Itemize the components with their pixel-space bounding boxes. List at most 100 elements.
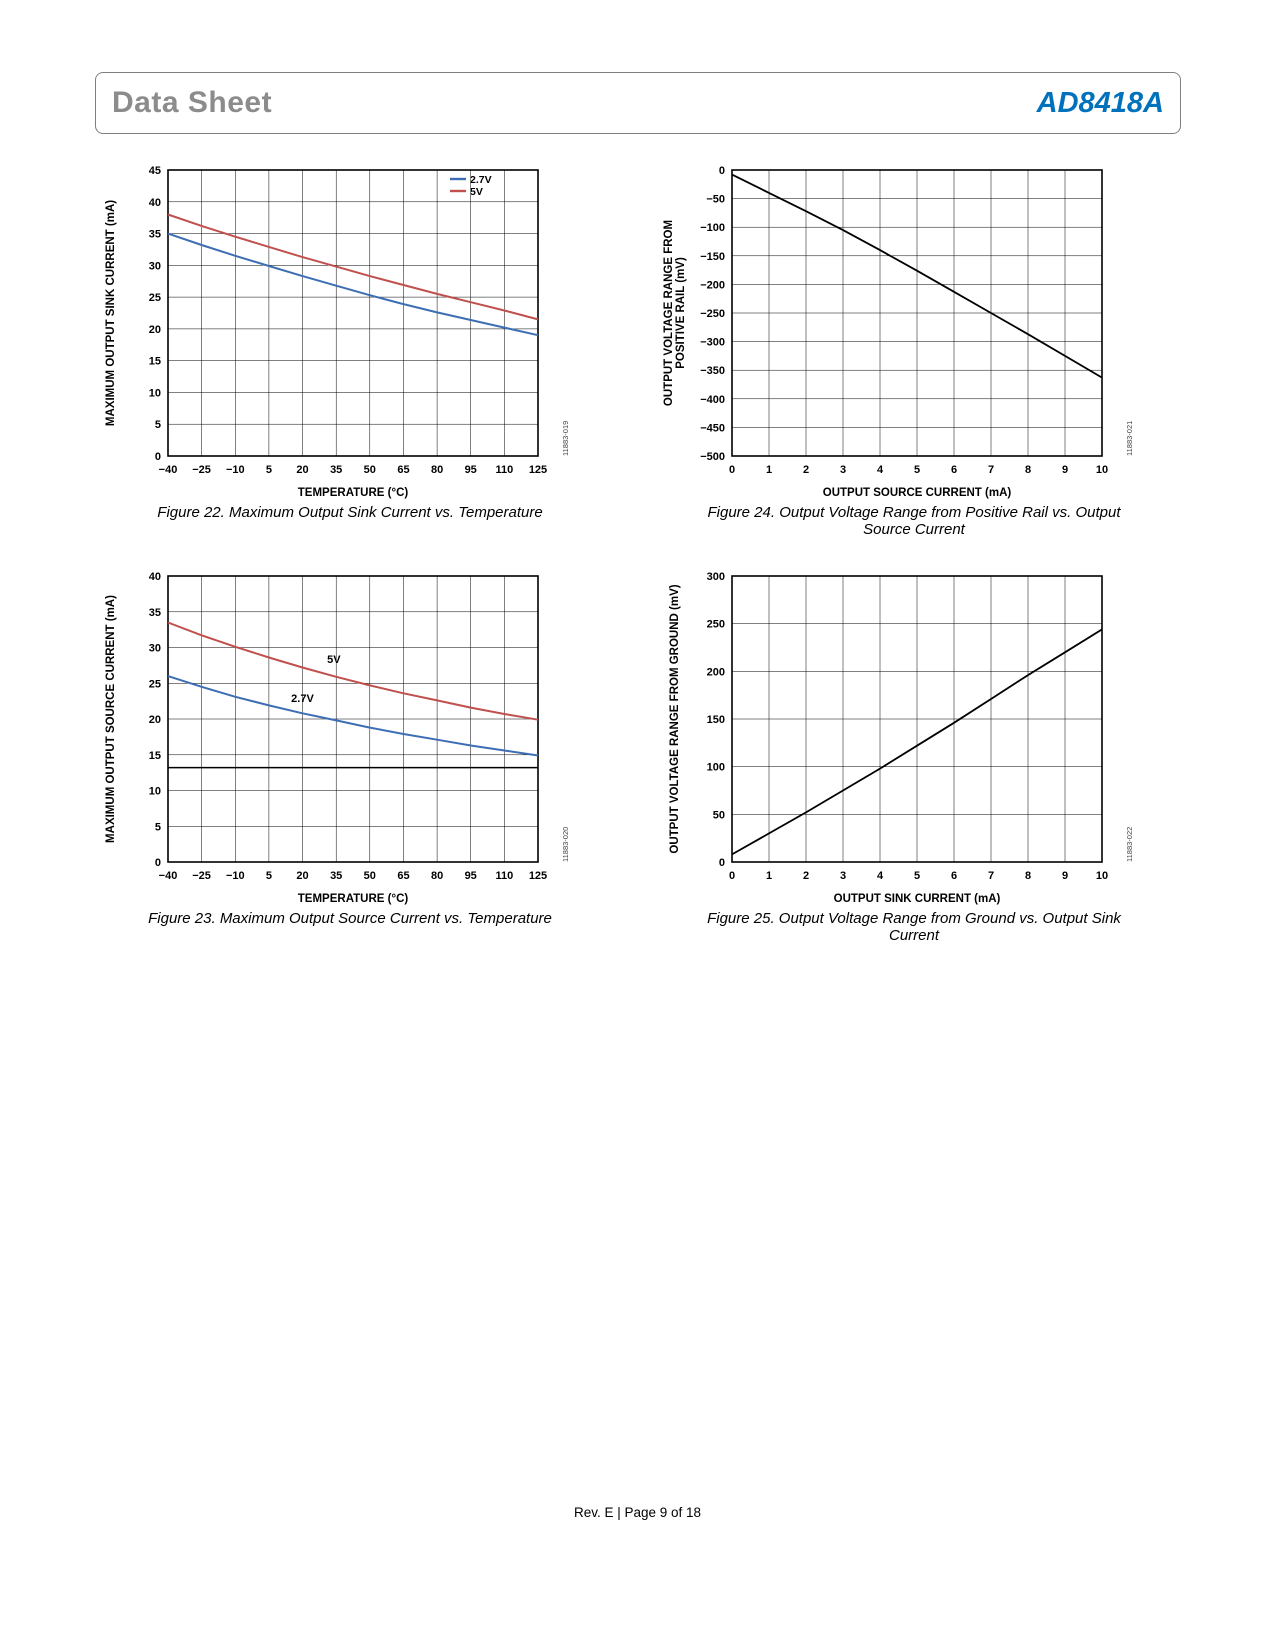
y-tick-label: −150 — [700, 251, 725, 263]
x-tick-label: 20 — [296, 870, 308, 882]
x-tick-label: −10 — [226, 464, 245, 476]
x-tick-label: 4 — [877, 464, 884, 476]
x-tick-label: 9 — [1062, 464, 1068, 476]
figure-25-block: 0 1 2 3 4 5 6 7 8 9 10 0 50 100 150 200 250 300 OUTPUT SIN… — [660, 564, 1140, 944]
x-tick-label: 8 — [1025, 464, 1031, 476]
y-tick-label: 0 — [719, 857, 725, 869]
y-tick-label: 15 — [149, 750, 161, 762]
series-line-5V — [167, 213, 539, 321]
x-tick-label: 35 — [330, 870, 342, 882]
x-tick-label: 80 — [431, 464, 443, 476]
y-tick-label: 20 — [149, 714, 161, 726]
x-tick-label: 0 — [729, 870, 735, 882]
y-tick-label: 150 — [707, 714, 725, 726]
series-label: 2.7V — [291, 693, 314, 705]
y-tick-label: 0 — [719, 165, 725, 177]
series-line-output-voltage-range — [731, 628, 1103, 856]
x-tick-label: 125 — [529, 870, 547, 882]
y-tick-label: 40 — [149, 571, 161, 583]
y-tick-label: −400 — [700, 394, 725, 406]
x-axis-title: OUTPUT SINK CURRENT (mA) — [834, 893, 1001, 905]
figure-22-chart: −40 −25 −10 5 20 35 50 65 80 95 110 125 0 5 10 15 20 25 30… — [105, 165, 570, 499]
x-tick-label: 35 — [330, 464, 342, 476]
x-tick-label: 95 — [465, 464, 477, 476]
x-tick-label: 8 — [1025, 870, 1031, 882]
y-tick-label: 0 — [155, 857, 161, 869]
y-tick-label: 250 — [707, 619, 725, 631]
y-axis-title: OUTPUT VOLTAGE RANGE FROM GROUND (mV) — [669, 584, 681, 853]
plot-frame — [731, 169, 1103, 457]
x-tick-label: 9 — [1062, 870, 1068, 882]
x-tick-label: 4 — [877, 870, 884, 882]
x-tick-label: 5 — [266, 870, 272, 882]
y-tick-label: 10 — [149, 786, 161, 798]
figure-24-caption: Figure 24. Output Voltage Range from Pos… — [707, 504, 1121, 538]
figure-24-chart: 0 1 2 3 4 5 6 7 8 9 10 0 −50 −100 −150 −200 −250 −300 −350… — [663, 165, 1134, 499]
y-tick-label: −50 — [706, 194, 725, 206]
legend-label: 5V — [470, 186, 483, 198]
series-label: 5V — [327, 654, 341, 666]
page-footer: Rev. E | Page 9 of 18 — [573, 1505, 702, 1520]
series-line-2.7V — [167, 232, 539, 337]
x-tick-label: 2 — [803, 464, 809, 476]
x-tick-label: 95 — [465, 870, 477, 882]
x-tick-label: 10 — [1096, 870, 1108, 882]
y-tick-label: 10 — [149, 387, 161, 399]
x-tick-label: 50 — [364, 464, 376, 476]
y-tick-label: 300 — [707, 571, 725, 583]
y-tick-label: −250 — [700, 308, 725, 320]
y-tick-label: 0 — [155, 451, 161, 463]
x-tick-label: 6 — [951, 464, 957, 476]
figure-code: 11883-020 — [561, 827, 570, 862]
y-axis-title: OUTPUT VOLTAGE RANGE FROMPOSITIVE RAIL (… — [663, 220, 687, 406]
x-tick-label: 7 — [988, 464, 994, 476]
y-tick-label: −450 — [700, 422, 725, 434]
y-tick-label: 5 — [155, 821, 161, 833]
figure-code: 11883-021 — [1125, 421, 1134, 456]
y-axis-title: MAXIMUM OUTPUT SINK CURRENT (mA) — [105, 200, 117, 426]
x-tick-label: −10 — [226, 870, 245, 882]
x-axis-title: OUTPUT SOURCE CURRENT (mA) — [823, 487, 1012, 499]
y-tick-label: 45 — [149, 165, 161, 177]
x-tick-label: 1 — [766, 464, 772, 476]
plot-frame — [731, 575, 1103, 863]
figure-24-block: 0 1 2 3 4 5 6 7 8 9 10 0 −50 −100 −150 −200 −250 −300 −350… — [660, 158, 1140, 538]
y-tick-label: 35 — [149, 607, 161, 619]
y-tick-label: 200 — [707, 666, 725, 678]
x-tick-label: 5 — [914, 464, 920, 476]
x-tick-label: 1 — [766, 870, 772, 882]
y-tick-label: −350 — [700, 365, 725, 377]
y-tick-label: 40 — [149, 197, 161, 209]
series-line-2.7V — [167, 675, 539, 757]
figure-23-block: −40 −25 −10 5 20 35 50 65 80 95 110 125 0 5 10 15 20 25 30… — [96, 564, 576, 927]
x-tick-label: 80 — [431, 870, 443, 882]
y-tick-label: −100 — [700, 222, 725, 234]
figure-code: 11883-022 — [1125, 827, 1134, 862]
y-tick-label: 25 — [149, 292, 161, 304]
x-tick-label: 110 — [496, 464, 514, 476]
figure-code: 11883-019 — [561, 421, 570, 456]
plot-frame — [167, 169, 539, 457]
series-line-output-voltage-range — [731, 173, 1103, 379]
x-tick-label: −40 — [159, 464, 178, 476]
x-axis-title: TEMPERATURE (°C) — [298, 893, 409, 905]
x-tick-label: −40 — [159, 870, 178, 882]
figure-22-caption: Figure 22. Maximum Output Sink Current v… — [157, 504, 543, 521]
y-tick-label: 30 — [149, 643, 161, 655]
y-tick-label: 15 — [149, 356, 161, 368]
legend-label: 2.7V — [470, 174, 492, 186]
x-tick-label: −25 — [192, 464, 211, 476]
x-tick-label: 2 — [803, 870, 809, 882]
y-tick-label: 25 — [149, 678, 161, 690]
y-tick-label: −500 — [700, 451, 725, 463]
x-tick-label: 50 — [364, 870, 376, 882]
x-tick-label: 110 — [496, 870, 514, 882]
y-tick-label: −200 — [700, 279, 725, 291]
x-tick-label: 20 — [296, 464, 308, 476]
x-tick-label: 7 — [988, 870, 994, 882]
figure-22-block: −40 −25 −10 5 20 35 50 65 80 95 110 125 0 5 10 15 20 25 30… — [96, 158, 576, 521]
y-tick-label: 20 — [149, 324, 161, 336]
doc-type-label: Data Sheet — [112, 86, 273, 119]
